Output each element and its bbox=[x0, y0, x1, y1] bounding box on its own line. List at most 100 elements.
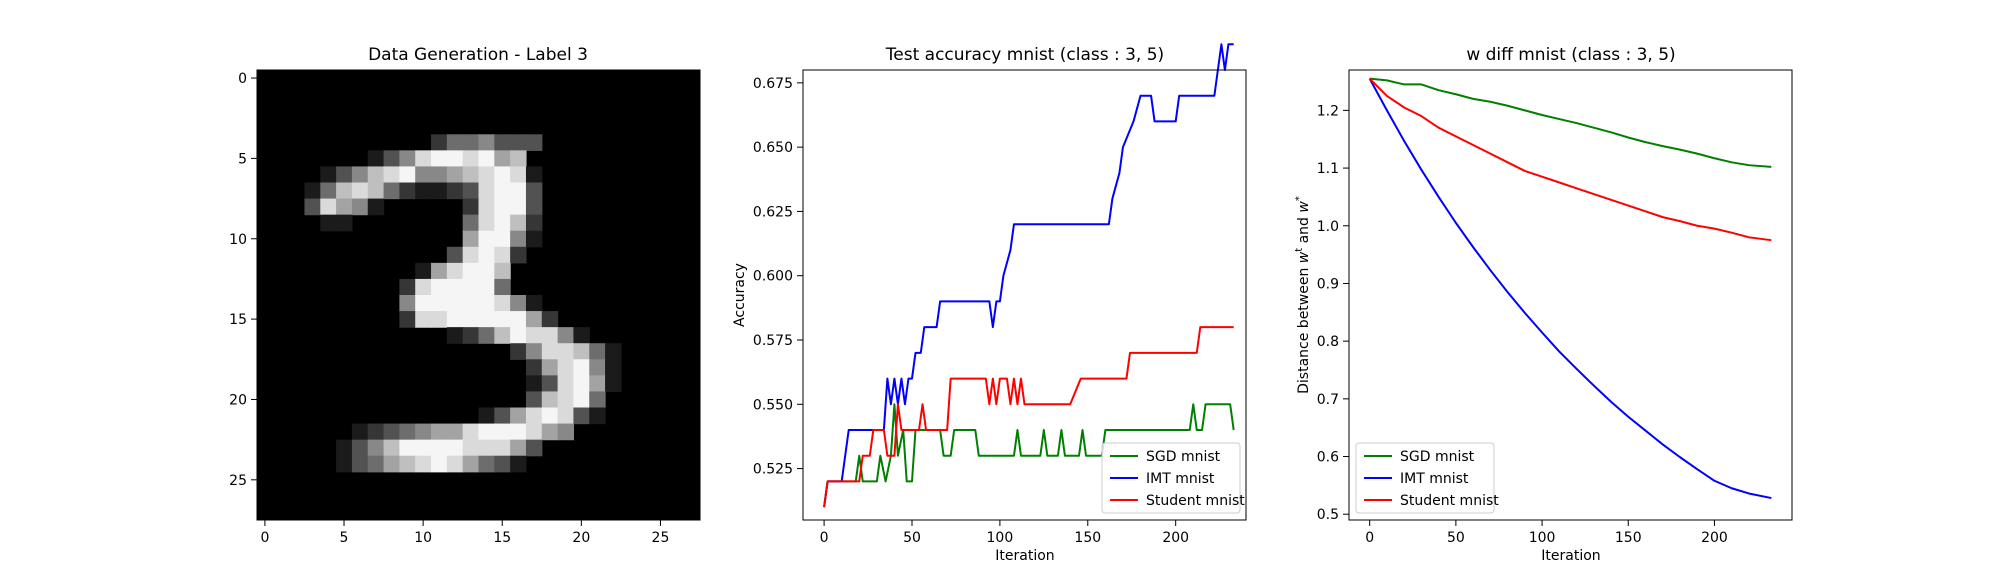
wdiff-legend: SGD mnist IMT mnist Student mnist bbox=[1355, 442, 1499, 514]
heatmap-cell bbox=[605, 359, 622, 376]
heatmap-cell bbox=[415, 166, 432, 184]
heatmap-cell bbox=[367, 182, 385, 200]
legend-label-student: Student mnist bbox=[1146, 493, 1245, 509]
heatmap-cell bbox=[541, 359, 559, 376]
heatmap-cell bbox=[589, 407, 606, 425]
heatmap-cell bbox=[525, 295, 543, 312]
heatmap-cell bbox=[415, 455, 432, 473]
heatmap-cell bbox=[525, 359, 543, 376]
heatmap-cell bbox=[494, 246, 511, 264]
y-tick-label: 0.525 bbox=[753, 462, 793, 478]
heatmap-cell bbox=[431, 134, 448, 151]
y-tick-label: 0.575 bbox=[753, 333, 793, 349]
heatmap-cell bbox=[573, 391, 590, 409]
heatmap-cell bbox=[557, 327, 575, 344]
heatmap-cell bbox=[415, 278, 432, 296]
heatmap-cell bbox=[478, 134, 495, 151]
x-tick-label: 15 bbox=[493, 530, 511, 546]
legend-label-student: Student mnist bbox=[1400, 493, 1499, 509]
wdiff-title: w diff mnist (class : 3, 5) bbox=[1466, 45, 1675, 65]
x-tick-label: 100 bbox=[1529, 530, 1556, 546]
heatmap-cell bbox=[446, 182, 464, 200]
heatmap-cell bbox=[415, 182, 432, 200]
series-line-imt bbox=[1368, 78, 1772, 500]
heatmap-cell bbox=[367, 423, 385, 441]
heatmap-cell bbox=[494, 166, 511, 184]
heatmap-cell bbox=[431, 278, 448, 296]
heatmap-cell bbox=[525, 311, 543, 328]
heatmap-cell bbox=[525, 375, 543, 393]
heatmap-cell bbox=[510, 182, 527, 200]
heatmap-cell bbox=[415, 423, 432, 441]
heatmap-cell bbox=[541, 327, 559, 344]
heatmap-cell bbox=[478, 166, 495, 184]
x-tick-label: 100 bbox=[987, 530, 1014, 546]
y-tick-label: 0.550 bbox=[753, 397, 793, 413]
heatmap-cell bbox=[478, 214, 495, 232]
heatmap-cell bbox=[446, 295, 464, 312]
y-tick-label: 0.6 bbox=[1317, 450, 1339, 466]
legend-box bbox=[1355, 442, 1495, 514]
y-tick-label: 0.625 bbox=[753, 204, 793, 220]
y-tick-label: 0.7 bbox=[1317, 392, 1339, 408]
heatmap-cell bbox=[478, 230, 495, 248]
heatmap-cell bbox=[446, 134, 464, 151]
x-tick-label: 50 bbox=[903, 530, 921, 546]
x-tick-label: 50 bbox=[1447, 530, 1465, 546]
heatmap-cell bbox=[446, 150, 464, 168]
heatmap-cell bbox=[462, 150, 480, 168]
heatmap-cell bbox=[399, 150, 416, 168]
heatmap-cell bbox=[383, 455, 400, 473]
accuracy-ylabel: Accuracy bbox=[732, 263, 748, 327]
heatmap-cell bbox=[336, 439, 353, 457]
heatmap-cell bbox=[589, 375, 606, 393]
heatmap-cell bbox=[446, 166, 464, 184]
heatmap-cell bbox=[399, 278, 416, 296]
heatmap-cell bbox=[510, 407, 527, 425]
x-tick-label: 150 bbox=[1615, 530, 1642, 546]
heatmap-cell bbox=[494, 295, 511, 312]
heatmap-cell bbox=[462, 214, 480, 232]
heatmap-cell bbox=[431, 166, 448, 184]
heatmap-cell bbox=[557, 375, 575, 393]
heatmap-cell bbox=[415, 311, 432, 328]
heatmap-cell bbox=[494, 455, 511, 473]
heatmap-cell bbox=[557, 391, 575, 409]
heatmap-cell bbox=[541, 423, 559, 441]
heatmap-cell bbox=[573, 359, 590, 376]
heatmap-cell bbox=[510, 214, 527, 232]
heatmap-cell bbox=[525, 407, 543, 425]
heatmap-cell bbox=[510, 166, 527, 184]
y-tick-label: 0.650 bbox=[753, 140, 793, 156]
y-tick-label: 1.0 bbox=[1317, 219, 1339, 235]
heatmap-cell bbox=[478, 311, 495, 328]
heatmap-title: Data Generation - Label 3 bbox=[368, 45, 588, 65]
heatmap-cell bbox=[462, 246, 480, 264]
heatmap-cell bbox=[399, 182, 416, 200]
heatmap-cell bbox=[462, 295, 480, 312]
heatmap-cell bbox=[415, 262, 432, 280]
heatmap-cells bbox=[257, 70, 700, 520]
heatmap-cell bbox=[336, 166, 353, 184]
heatmap-cell bbox=[446, 278, 464, 296]
heatmap-cell bbox=[478, 407, 495, 425]
heatmap-cell bbox=[541, 391, 559, 409]
heatmap-cell bbox=[399, 439, 416, 457]
y-tick-label: 5 bbox=[238, 151, 247, 167]
heatmap-cell bbox=[431, 150, 448, 168]
heatmap-cell bbox=[494, 278, 511, 296]
wdiff-plot-area: 0 50 100 150 200 0.5 0.6 0.7 0.8 0.9 1.0 1.1 1.2 bbox=[1317, 77, 1772, 546]
y-tick-label: 0.5 bbox=[1317, 507, 1339, 523]
heatmap-cell bbox=[510, 439, 527, 457]
heatmap-cell bbox=[399, 423, 416, 441]
heatmap-cell bbox=[462, 230, 480, 248]
heatmap-cell bbox=[525, 327, 543, 344]
heatmap-cell bbox=[462, 134, 480, 151]
wdiff-ylabel: Distance between wt and w* bbox=[1294, 196, 1312, 394]
heatmap-cell bbox=[478, 423, 495, 441]
heatmap-cell bbox=[399, 455, 416, 473]
heatmap-cell bbox=[494, 439, 511, 457]
heatmap-cell bbox=[351, 182, 369, 200]
heatmap-cell bbox=[320, 182, 337, 200]
heatmap-cell bbox=[573, 343, 590, 360]
